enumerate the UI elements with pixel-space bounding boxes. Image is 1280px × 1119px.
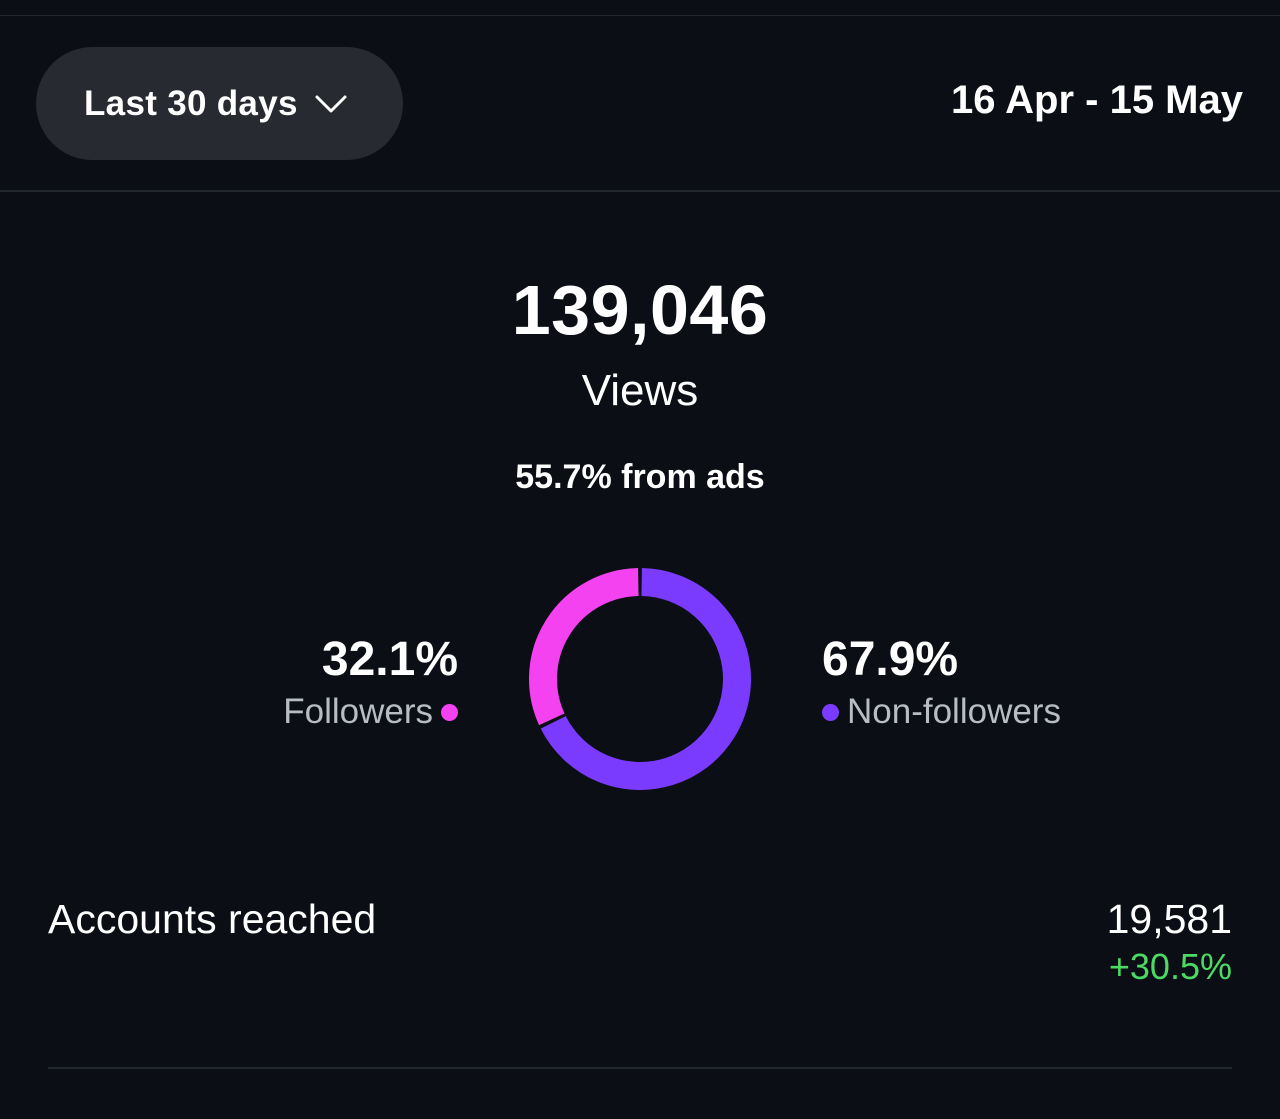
followers-percent: 32.1% bbox=[321, 633, 458, 686]
accounts-reached-value: 19,581 bbox=[1106, 896, 1232, 942]
audience-donut-chart bbox=[529, 568, 751, 790]
followers-label: Followers bbox=[283, 692, 433, 731]
date-range-selector[interactable]: Last 30 days bbox=[36, 47, 403, 160]
date-range-selector-label: Last 30 days bbox=[84, 83, 298, 123]
followers-arc bbox=[529, 568, 639, 726]
views-label: Views bbox=[581, 366, 699, 415]
accounts-reached-label: Accounts reached bbox=[48, 896, 377, 942]
non-followers-percent: 67.9% bbox=[822, 633, 959, 686]
non-followers-arc bbox=[540, 568, 751, 790]
date-range-text: 16 Apr - 15 May bbox=[951, 78, 1243, 122]
followers-legend: Followers bbox=[283, 690, 458, 734]
chevron-down-icon bbox=[315, 95, 347, 112]
section-divider bbox=[48, 1067, 1232, 1069]
header-divider bbox=[0, 190, 1280, 192]
ads-share: 55.7% from ads bbox=[515, 458, 765, 496]
accounts-reached-change: +30.5% bbox=[1108, 946, 1232, 987]
non-followers-stat: 67.9% Non-followers bbox=[822, 632, 1061, 734]
non-followers-legend: Non-followers bbox=[822, 690, 1061, 734]
non-followers-dot bbox=[822, 703, 839, 721]
top-divider bbox=[0, 15, 1280, 16]
non-followers-label: Non-followers bbox=[847, 692, 1061, 731]
followers-stat: 32.1% Followers bbox=[283, 632, 458, 734]
followers-dot bbox=[441, 703, 458, 721]
views-count: 139,046 bbox=[511, 271, 769, 349]
